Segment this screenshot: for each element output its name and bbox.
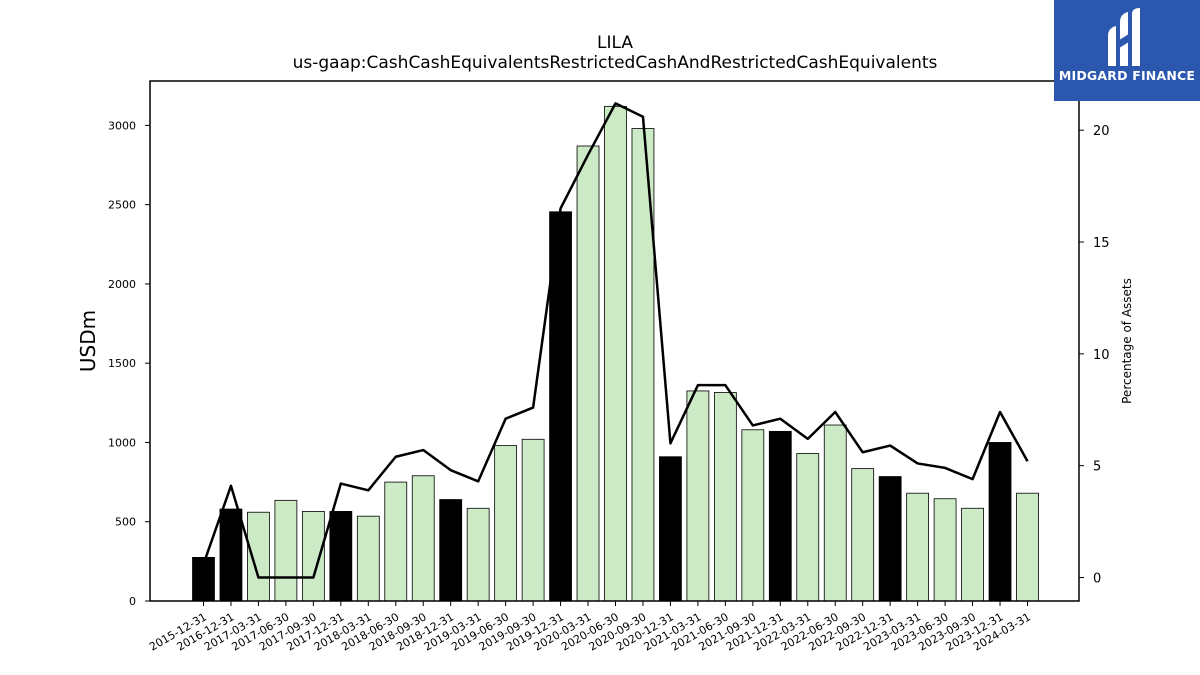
y-tick-label: 2500 xyxy=(108,199,136,212)
y-axis-left: 0 500 1000 1500 2000 2500 3000 xyxy=(108,119,150,608)
bar-2022-03-31 xyxy=(796,453,820,602)
logo-mark-icon xyxy=(1108,8,1140,66)
y-tick-label: 0 xyxy=(129,595,136,608)
bar-2017-09-30 xyxy=(301,511,325,602)
y-right-tick-label: 20 xyxy=(1093,124,1110,139)
bar-2023-06-30 xyxy=(933,498,957,602)
bar-2020-03-31 xyxy=(576,145,600,602)
y-right-tick-label: 0 xyxy=(1093,572,1101,587)
bar-series xyxy=(192,105,1039,602)
logo-text: MIDGARD FINANCE xyxy=(1058,68,1196,83)
bar-2021-12-31 xyxy=(768,430,792,602)
bar-2020-06-30 xyxy=(604,105,627,602)
bar-2018-09-30 xyxy=(411,475,435,602)
bar-2019-09-30 xyxy=(521,438,545,602)
y-right-tick-label: 10 xyxy=(1093,348,1110,363)
chart-subtitle: us-gaap:CashCashEquivalentsRestrictedCas… xyxy=(293,53,938,73)
y-right-tick-label: 5 xyxy=(1093,460,1101,475)
plot-frame xyxy=(149,80,1080,602)
bar-2023-09-30 xyxy=(961,507,984,602)
bar-2022-06-30 xyxy=(823,424,847,602)
bar-2017-06-30 xyxy=(274,499,298,602)
percentage-line xyxy=(202,102,1029,579)
y-tick-label: 3000 xyxy=(108,119,136,132)
y-tick-label: 500 xyxy=(115,516,136,529)
bar-2017-12-31 xyxy=(329,511,353,602)
bar-2020-12-31 xyxy=(659,456,682,602)
bar-2021-09-30 xyxy=(741,429,765,602)
bar-2021-03-31 xyxy=(686,390,710,602)
y-right-tick-label: 15 xyxy=(1093,236,1110,251)
bar-2022-12-31 xyxy=(878,476,902,602)
bar-2019-06-30 xyxy=(494,445,518,602)
y-axis-label: USDm xyxy=(76,310,100,372)
y-tick-label: 1500 xyxy=(108,357,136,370)
y-axis-right-label: Percentage of Assets xyxy=(1120,278,1134,404)
line-series xyxy=(202,102,1029,579)
bar-2018-12-31 xyxy=(439,499,463,602)
bar-2017-03-31 xyxy=(247,511,270,602)
y-tick-label: 2000 xyxy=(108,278,136,291)
bar-2019-03-31 xyxy=(466,507,490,602)
bar-2024-03-31 xyxy=(1016,492,1039,602)
y-tick-label: 1000 xyxy=(108,436,136,449)
bar-2023-12-31 xyxy=(988,442,1012,602)
bar-2021-06-30 xyxy=(713,392,737,602)
chart-title: LILA xyxy=(597,33,633,53)
bar-2018-03-31 xyxy=(356,515,380,602)
bar-2022-09-30 xyxy=(851,468,875,602)
y-axis-right: 0 5 10 15 20 xyxy=(1079,124,1110,587)
bar-2023-03-31 xyxy=(906,492,930,602)
midgard-finance-logo: MIDGARD FINANCE xyxy=(1054,0,1200,101)
bar-2016-12-31 xyxy=(219,508,243,602)
bar-2018-06-30 xyxy=(384,481,408,602)
x-axis: 2015-12-312016-12-312017-03-312017-06-30… xyxy=(147,601,1033,654)
